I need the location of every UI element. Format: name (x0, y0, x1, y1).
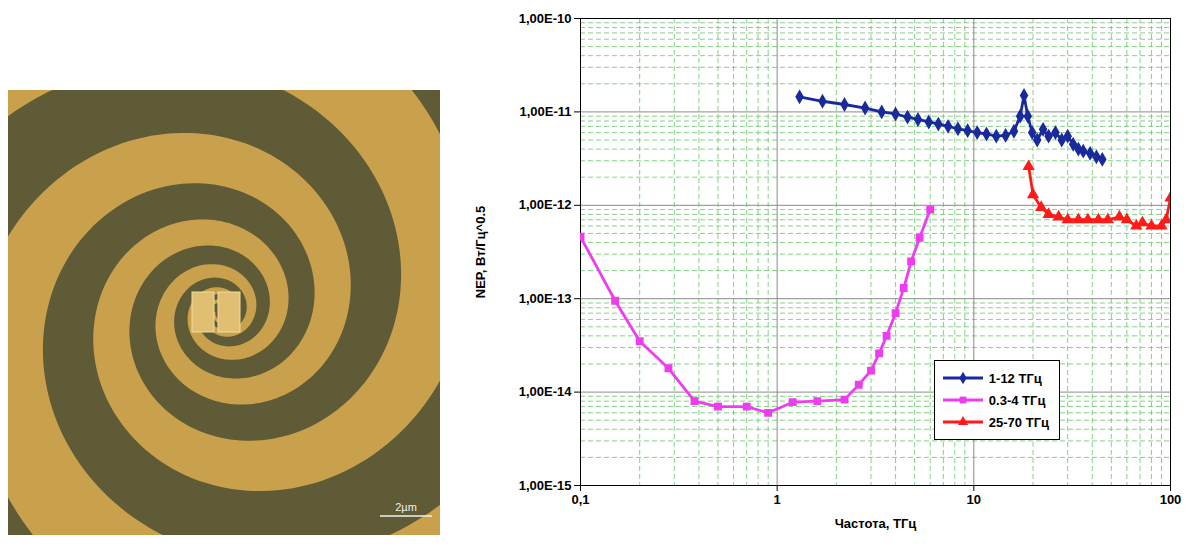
svg-text:1: 1 (774, 492, 781, 507)
svg-text:0,1: 0,1 (571, 492, 589, 507)
svg-text:Частота, ТГц: Частота, ТГц (835, 516, 917, 531)
svg-text:1,00E-14: 1,00E-14 (519, 384, 573, 399)
html-text:25-70 ТГц: 25-70 ТГц (988, 414, 1049, 430)
svg-text:1,00E-15: 1,00E-15 (519, 478, 572, 493)
svg-text:1,00E-11: 1,00E-11 (519, 104, 571, 119)
svg-text:100: 100 (1160, 492, 1182, 507)
svg-text:NEP, Вт/Гц^0.5: NEP, Вт/Гц^0.5 (473, 206, 488, 299)
svg-text:1,00E-10: 1,00E-10 (519, 11, 572, 26)
html-text:1-12 ТГц: 1-12 ТГц (988, 370, 1042, 386)
html-text:0.3-4 ТГц: 0.3-4 ТГц (988, 392, 1046, 408)
svg-text:10: 10 (967, 492, 981, 507)
svg-text:2µm: 2µm (395, 501, 417, 513)
svg-text:1,00E-12: 1,00E-12 (519, 197, 572, 212)
svg-text:1,00E-13: 1,00E-13 (519, 291, 572, 306)
